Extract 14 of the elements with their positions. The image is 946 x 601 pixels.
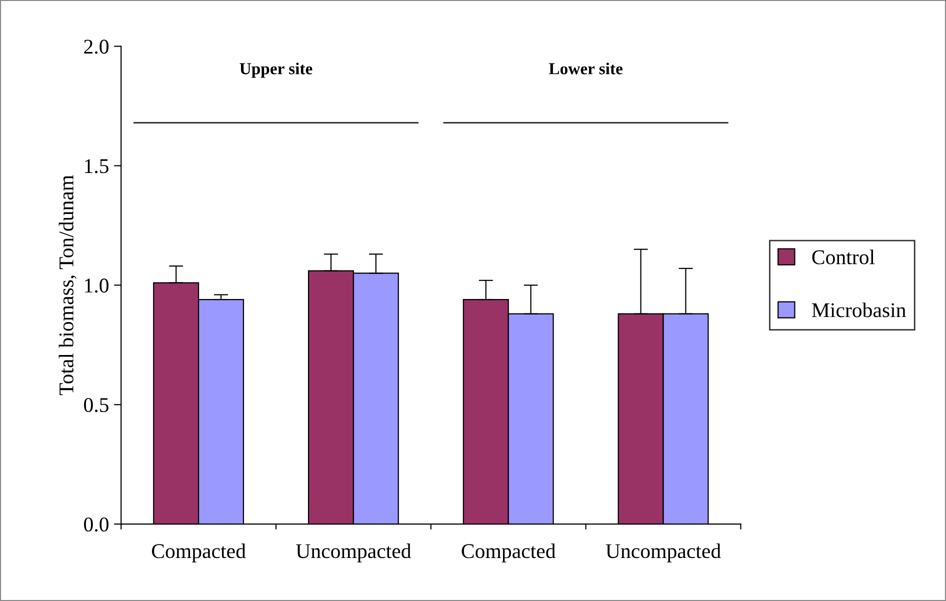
x-tick-label: Uncompacted (296, 544, 412, 562)
annotation: Lower site (548, 62, 622, 74)
y-tick-label: 2.0 (84, 40, 108, 54)
annotation: Upper site (240, 62, 312, 78)
x-tick-label: Compacted (462, 544, 556, 562)
legend-label: Microbasin (812, 302, 906, 318)
y-tick-label: 1.5 (85, 159, 108, 174)
legend-label: Control (812, 250, 875, 264)
x-tick-label: Uncompacted (606, 544, 721, 562)
y-tick-label: 0.5 (84, 398, 108, 412)
y-axis-title: Total biomass, Ton/dunam (58, 175, 76, 396)
y-tick-label: 0.0 (84, 517, 108, 532)
x-tick-label: Compacted (152, 544, 246, 562)
y-tick-label: 1.0 (85, 278, 108, 293)
